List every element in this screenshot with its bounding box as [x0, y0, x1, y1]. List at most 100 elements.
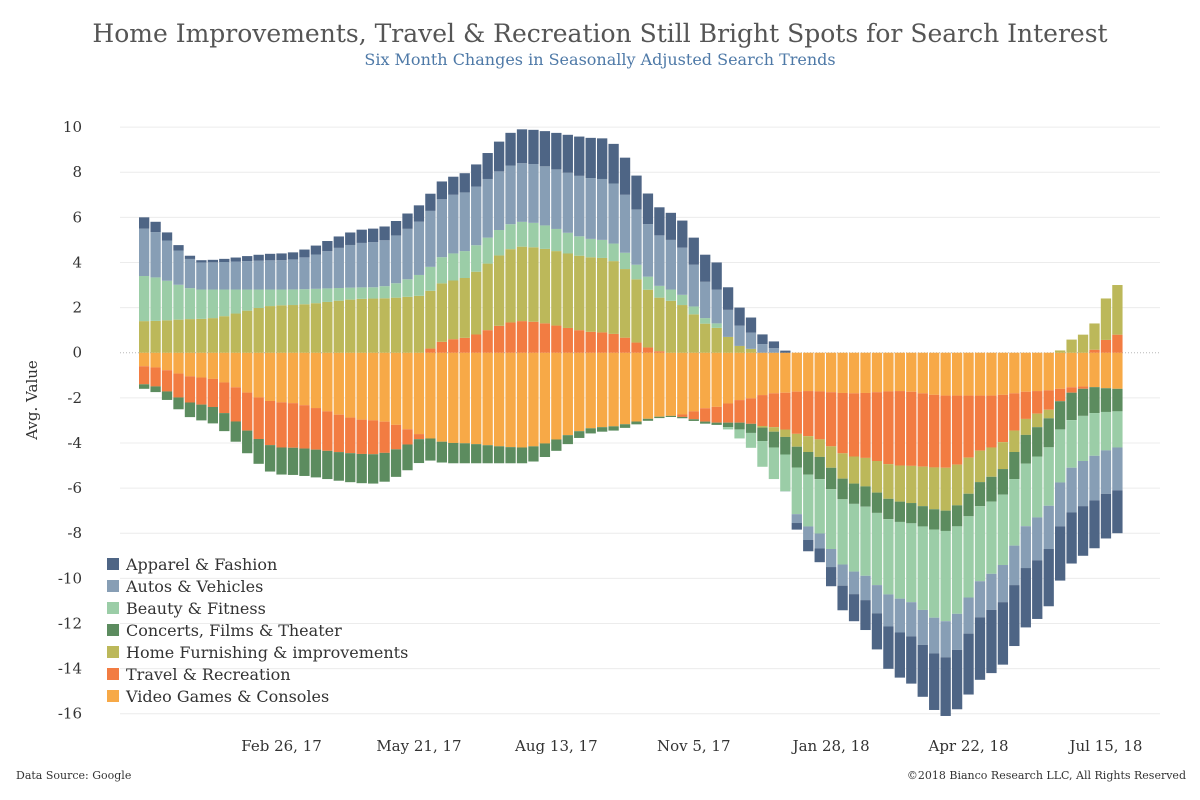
bar-segment: [448, 352, 459, 443]
bar-segment: [207, 318, 218, 353]
bar-segment: [665, 239, 676, 290]
bar-segment: [459, 277, 470, 338]
legend-swatch: [107, 602, 119, 614]
bar-segment: [1032, 413, 1043, 428]
bar-segment: [448, 176, 459, 195]
bar-segment: [322, 288, 333, 302]
bar-segment: [1066, 512, 1077, 564]
bar-segment: [986, 476, 997, 502]
bar-segment: [780, 350, 791, 353]
bar-segment: [1112, 447, 1123, 491]
bar-segment: [436, 257, 447, 284]
x-axis-ticks: Feb 26, 17 May 21, 17 Aug 13, 17 Nov 5, 17 J…: [241, 737, 1142, 755]
bar-segment: [230, 352, 241, 388]
bar-segment: [677, 305, 688, 353]
y-tick-label: -14: [58, 660, 82, 678]
bar-segment: [1112, 285, 1123, 335]
bar-segment: [814, 456, 825, 480]
bar-segment: [482, 178, 493, 238]
bar-segment: [1032, 517, 1043, 561]
bar-segment: [734, 429, 745, 439]
bar-segment: [848, 571, 860, 595]
bar-segment: [974, 506, 986, 582]
bar-segment: [287, 259, 299, 290]
bar-segment: [631, 209, 642, 265]
bar-segment: [379, 240, 390, 287]
bar-segment: [997, 469, 1009, 495]
bar-segment: [253, 352, 264, 398]
bar-segment: [826, 467, 837, 490]
bar-segment: [1100, 450, 1112, 494]
bar-segment: [1043, 390, 1054, 410]
bar-segment: [436, 181, 447, 200]
bar-segment: [757, 395, 768, 426]
bar-segment: [207, 378, 218, 407]
bar-segment: [631, 352, 642, 422]
copyright-note: ©2018 Bianco Research LLC, All Rights Re…: [907, 769, 1186, 782]
bar-segment: [402, 429, 413, 445]
bar-segment: [1043, 447, 1054, 506]
bar-segment: [757, 425, 768, 428]
bar-segment: [860, 600, 871, 631]
bar-segment: [894, 391, 905, 466]
bar-segment: [906, 523, 917, 603]
bar-segment: [333, 300, 344, 353]
bar-segment: [345, 299, 356, 353]
legend-swatch: [107, 558, 119, 570]
bar-segment: [745, 317, 757, 333]
bar-segment: [356, 242, 367, 288]
bar-segment: [974, 352, 986, 396]
bar-segment: [871, 585, 883, 614]
bar-segment: [608, 183, 619, 244]
bar-segment: [642, 347, 654, 353]
bar-segment: [173, 319, 184, 353]
bar-segment: [734, 345, 745, 353]
bar-segment: [1066, 387, 1077, 393]
bar-segment: [459, 337, 470, 353]
bar-segment: [963, 597, 974, 634]
y-tick-label: -4: [67, 434, 82, 452]
bar-segment: [1032, 391, 1043, 414]
bar-segment: [184, 258, 196, 289]
bar-segment: [986, 609, 997, 674]
bar-segment: [505, 352, 516, 448]
bar-segment: [516, 221, 528, 247]
bar-segment: [356, 419, 367, 454]
bar-segment: [745, 432, 757, 448]
bar-segment: [768, 427, 780, 432]
x-tick-label: Feb 26, 17: [241, 737, 322, 755]
bar-segment: [860, 352, 871, 393]
bar-segment: [196, 260, 207, 263]
bar-segment: [722, 403, 734, 423]
bar-segment: [837, 499, 848, 565]
bar-segment: [883, 498, 894, 520]
bar-segment: [219, 413, 230, 432]
bar-segment: [1066, 467, 1077, 513]
bar-segment: [974, 395, 986, 451]
bar-segment: [711, 422, 722, 425]
bar-segment: [528, 352, 539, 447]
y-axis-label: Avg. Value: [23, 360, 41, 441]
bar-segment: [574, 236, 585, 256]
bar-segment: [322, 251, 333, 289]
bar-segment: [1077, 461, 1089, 507]
bar-segment: [768, 341, 780, 349]
bar-segment: [711, 327, 722, 353]
legend-label: Travel & Recreation: [126, 665, 291, 684]
bar-segment: [1055, 352, 1066, 389]
bar-segment: [505, 224, 516, 250]
bar-segment: [219, 289, 230, 317]
bar-segment: [253, 438, 264, 464]
bar-segment: [356, 287, 367, 299]
bar-segment: [734, 400, 745, 423]
bar-segment: [413, 205, 425, 222]
bar-segment: [597, 352, 608, 428]
y-tick-label: 4: [72, 253, 82, 271]
bar-segment: [1112, 411, 1123, 448]
bar-segment: [402, 228, 413, 280]
bar-segment: [390, 424, 402, 450]
bar-segment: [493, 255, 505, 326]
bar-segment: [929, 617, 940, 654]
bar-segment: [505, 165, 516, 225]
bar-segment: [368, 420, 379, 455]
